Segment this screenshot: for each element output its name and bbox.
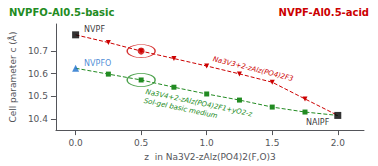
svg-text:2.0: 2.0 [331, 138, 346, 148]
svg-text:10.7: 10.7 [28, 46, 48, 56]
svg-text:NAIPF: NAIPF [306, 118, 330, 127]
svg-text:NVPF-Al0.5-acid: NVPF-Al0.5-acid [279, 7, 369, 18]
svg-text:Sol-gel basic medium: Sol-gel basic medium [143, 97, 218, 120]
svg-text:0.0: 0.0 [68, 138, 83, 148]
svg-text:Cell parameter c (Å): Cell parameter c (Å) [7, 32, 18, 123]
svg-text:Na3V4+2-zAlz(PO4)2F1+yO2-z: Na3V4+2-zAlz(PO4)2F1+yO2-z [144, 88, 253, 119]
svg-text:1.0: 1.0 [200, 138, 215, 148]
svg-text:Na3V3+2-zAlz(PO4)2F3: Na3V3+2-zAlz(PO4)2F3 [212, 55, 294, 83]
svg-text:10.4: 10.4 [28, 114, 48, 124]
svg-text:0.5: 0.5 [134, 138, 148, 148]
svg-text:NVPF: NVPF [84, 25, 105, 34]
svg-text:10.6: 10.6 [28, 69, 48, 79]
svg-text:NVPFO: NVPFO [84, 59, 111, 68]
svg-text:1.5: 1.5 [265, 138, 279, 148]
svg-text:z in Na3V2-zAlz(PO4)2(F,O)3: z in Na3V2-zAlz(PO4)2(F,O)3 [144, 152, 276, 162]
svg-text:10.5: 10.5 [28, 91, 48, 101]
svg-text:NVPFO-Al0.5-basic: NVPFO-Al0.5-basic [9, 7, 114, 18]
